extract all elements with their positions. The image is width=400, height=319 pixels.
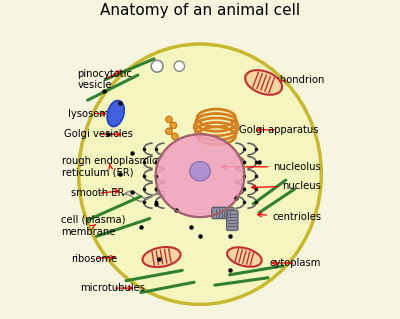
Ellipse shape	[166, 128, 172, 135]
Ellipse shape	[142, 247, 180, 267]
Ellipse shape	[174, 61, 184, 71]
Text: Golgi vesicles: Golgi vesicles	[64, 129, 133, 139]
Text: lysosome: lysosome	[68, 108, 115, 119]
Text: cell (plasma)
membrane: cell (plasma) membrane	[61, 215, 126, 237]
Text: cytoplasm: cytoplasm	[270, 258, 321, 268]
Ellipse shape	[166, 116, 172, 123]
Ellipse shape	[107, 100, 124, 127]
Text: nucleolus: nucleolus	[222, 162, 321, 172]
Title: Anatomy of an animal cell: Anatomy of an animal cell	[100, 3, 300, 18]
Ellipse shape	[156, 134, 244, 217]
Ellipse shape	[245, 70, 282, 95]
Text: microtubules: microtubules	[80, 283, 145, 293]
Text: nucleus: nucleus	[252, 181, 321, 191]
Text: mitochondrion: mitochondrion	[252, 75, 324, 85]
Text: rough endoplasmic
reticulum (ER): rough endoplasmic reticulum (ER)	[62, 156, 158, 178]
Ellipse shape	[172, 133, 178, 140]
Ellipse shape	[79, 44, 321, 304]
Ellipse shape	[227, 247, 262, 267]
Text: smooth ER: smooth ER	[71, 189, 125, 198]
Text: pinocytotic
vesicle: pinocytotic vesicle	[77, 69, 132, 90]
Ellipse shape	[170, 122, 177, 129]
Ellipse shape	[190, 162, 210, 181]
Text: ribosome: ribosome	[71, 254, 118, 263]
FancyBboxPatch shape	[227, 210, 238, 230]
FancyBboxPatch shape	[212, 207, 234, 219]
Text: Golgi apparatus: Golgi apparatus	[239, 125, 318, 135]
Ellipse shape	[151, 60, 163, 72]
Text: centrioles: centrioles	[258, 212, 321, 222]
